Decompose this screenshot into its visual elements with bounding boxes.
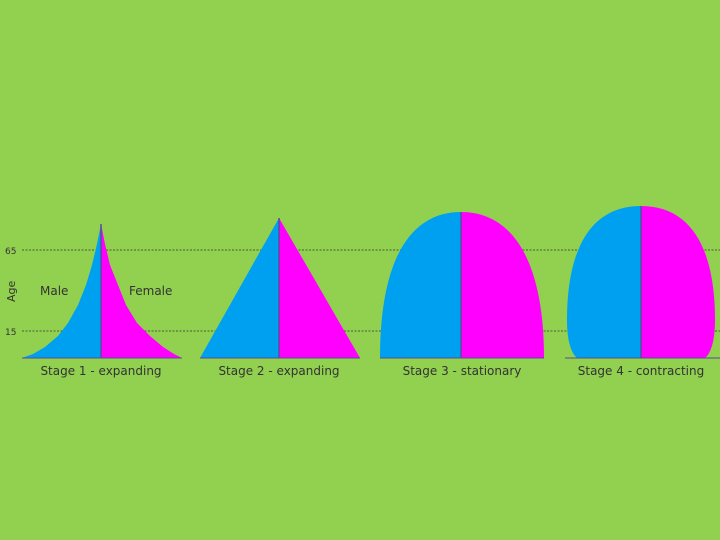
pyramid-stage-1: Male Female Stage 1 - expanding xyxy=(22,224,182,378)
male-label: Male xyxy=(40,284,68,298)
female-label: Female xyxy=(129,284,172,298)
pyramid-3-male xyxy=(380,212,461,358)
pyramid-stage-2: Stage 2 - expanding xyxy=(200,218,360,378)
pyramid-1-caption: Stage 1 - expanding xyxy=(40,364,161,378)
pyramid-3-caption: Stage 3 - stationary xyxy=(403,364,522,378)
pyramid-3-female xyxy=(461,212,544,358)
pyramid-stage-3: Stage 3 - stationary xyxy=(380,212,544,378)
pyramid-stage-4: Stage 4 - contracting xyxy=(565,206,720,378)
pyramid-4-female xyxy=(641,206,715,358)
tick-15-label: 15 xyxy=(5,328,16,338)
age-axis-label: Age xyxy=(5,280,18,302)
pyramid-2-male xyxy=(200,218,279,358)
pyramid-1-female xyxy=(101,224,182,358)
pyramid-1-male xyxy=(22,224,101,358)
tick-65-label: 65 xyxy=(5,247,16,257)
pyramid-2-female xyxy=(279,218,360,358)
pyramid-4-caption: Stage 4 - contracting xyxy=(578,364,704,378)
pyramid-4-male xyxy=(567,206,641,358)
pyramid-2-caption: Stage 2 - expanding xyxy=(218,364,339,378)
